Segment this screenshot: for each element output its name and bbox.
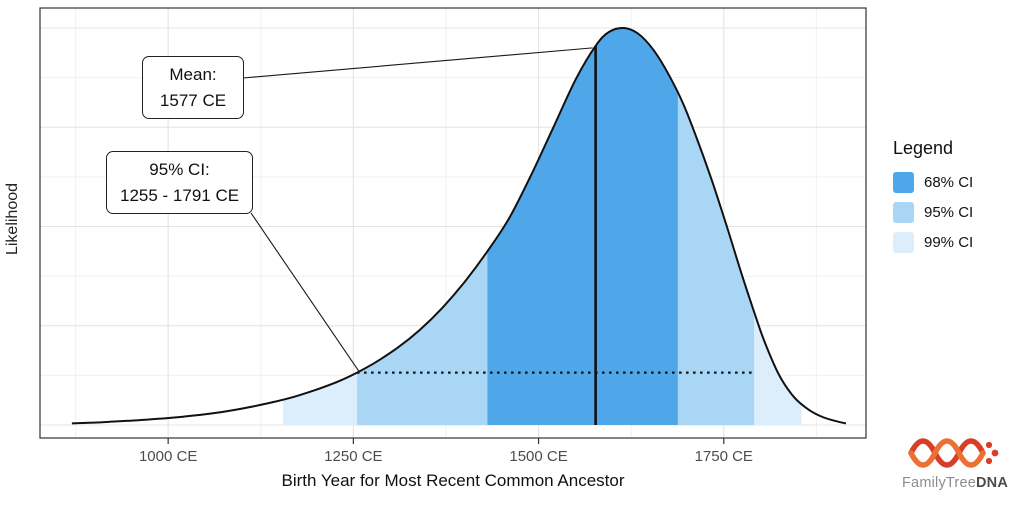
plot-border bbox=[39, 7, 867, 439]
x-tick-label: 1500 CE bbox=[509, 448, 567, 465]
ci95-annotation-line1: 95% CI: bbox=[149, 160, 210, 179]
legend-label-99ci: 99% CI bbox=[924, 234, 974, 251]
legend-item-95ci: 95% CI bbox=[893, 202, 973, 223]
ci95-annotation-box: 95% CI: 1255 - 1791 CE bbox=[106, 151, 254, 214]
legend-item-99ci: 99% CI bbox=[893, 232, 973, 253]
brand-part1: FamilyTree bbox=[902, 475, 976, 491]
legend-item-68ci: 68% CI bbox=[893, 172, 973, 193]
x-tick-label: 1750 CE bbox=[695, 448, 753, 465]
legend-swatch-95ci bbox=[893, 202, 914, 223]
legend-swatch-99ci bbox=[893, 232, 914, 253]
familytreedna-logo: FamilyTreeDNA bbox=[890, 432, 1020, 491]
mean-annotation-box: Mean: 1577 CE bbox=[142, 56, 244, 119]
legend-label-95ci: 95% CI bbox=[924, 204, 974, 221]
brand-wordmark: FamilyTreeDNA bbox=[890, 475, 1020, 491]
x-axis-title: Birth Year for Most Recent Common Ancest… bbox=[281, 471, 625, 490]
ci95-annotation-line2: 1255 - 1791 CE bbox=[120, 185, 240, 205]
ci68-area bbox=[487, 27, 678, 425]
density-curve bbox=[71, 26, 847, 425]
dna-helix-icon bbox=[908, 438, 999, 468]
legend: Legend 68% CI 95% CI 99% CI bbox=[893, 138, 973, 262]
x-tick-label: 1250 CE bbox=[324, 448, 382, 465]
mean-annotation-line1: Mean: bbox=[169, 65, 217, 84]
legend-swatch-68ci bbox=[893, 172, 914, 193]
legend-label-68ci: 68% CI bbox=[924, 174, 974, 191]
y-axis-title: Likelihood bbox=[4, 182, 21, 256]
mean-leader-line bbox=[242, 47, 593, 79]
legend-title: Legend bbox=[893, 138, 954, 158]
brand-part2: DNA bbox=[975, 475, 1008, 491]
x-tick-label: 1000 CE bbox=[139, 448, 197, 465]
mean-annotation-line2: 1577 CE bbox=[159, 90, 227, 110]
ci95-leader-line bbox=[250, 212, 360, 372]
